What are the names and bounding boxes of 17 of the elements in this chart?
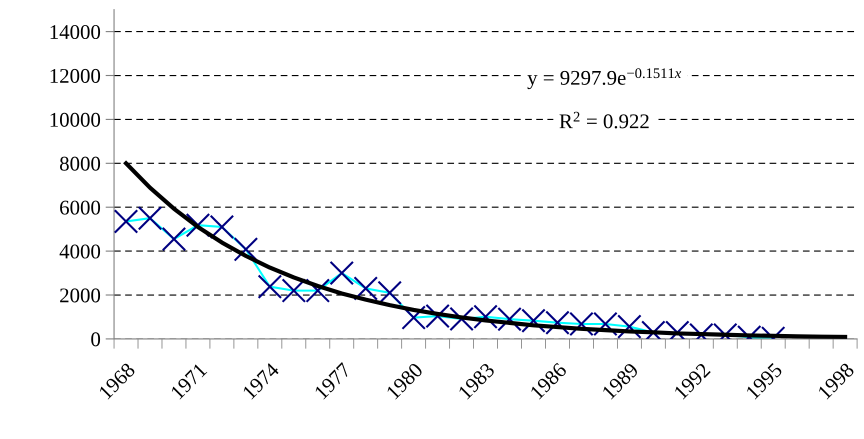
point — [258, 274, 282, 299]
y-tick-label: 6000 — [60, 200, 100, 215]
x-tick-label: 1971 — [170, 362, 208, 400]
point — [353, 276, 378, 301]
y-tick-label: 14000 — [50, 24, 100, 40]
point — [330, 260, 354, 286]
point — [377, 280, 402, 306]
annotation: y = 9297.9e$^{−0.1511x}$ — [527, 68, 682, 90]
annotation: R$^{2}$ = 0.922 — [560, 112, 649, 128]
y-tick-label: 10000 — [50, 112, 100, 127]
y-tick-label: 2000 — [60, 288, 100, 302]
y-tick-label: 0 — [91, 332, 100, 346]
y-tick-label: 12000 — [50, 68, 100, 83]
y-tick-label: 8000 — [60, 156, 100, 171]
point — [162, 226, 186, 252]
y-tick-label: 4000 — [60, 244, 100, 259]
point — [234, 237, 258, 262]
